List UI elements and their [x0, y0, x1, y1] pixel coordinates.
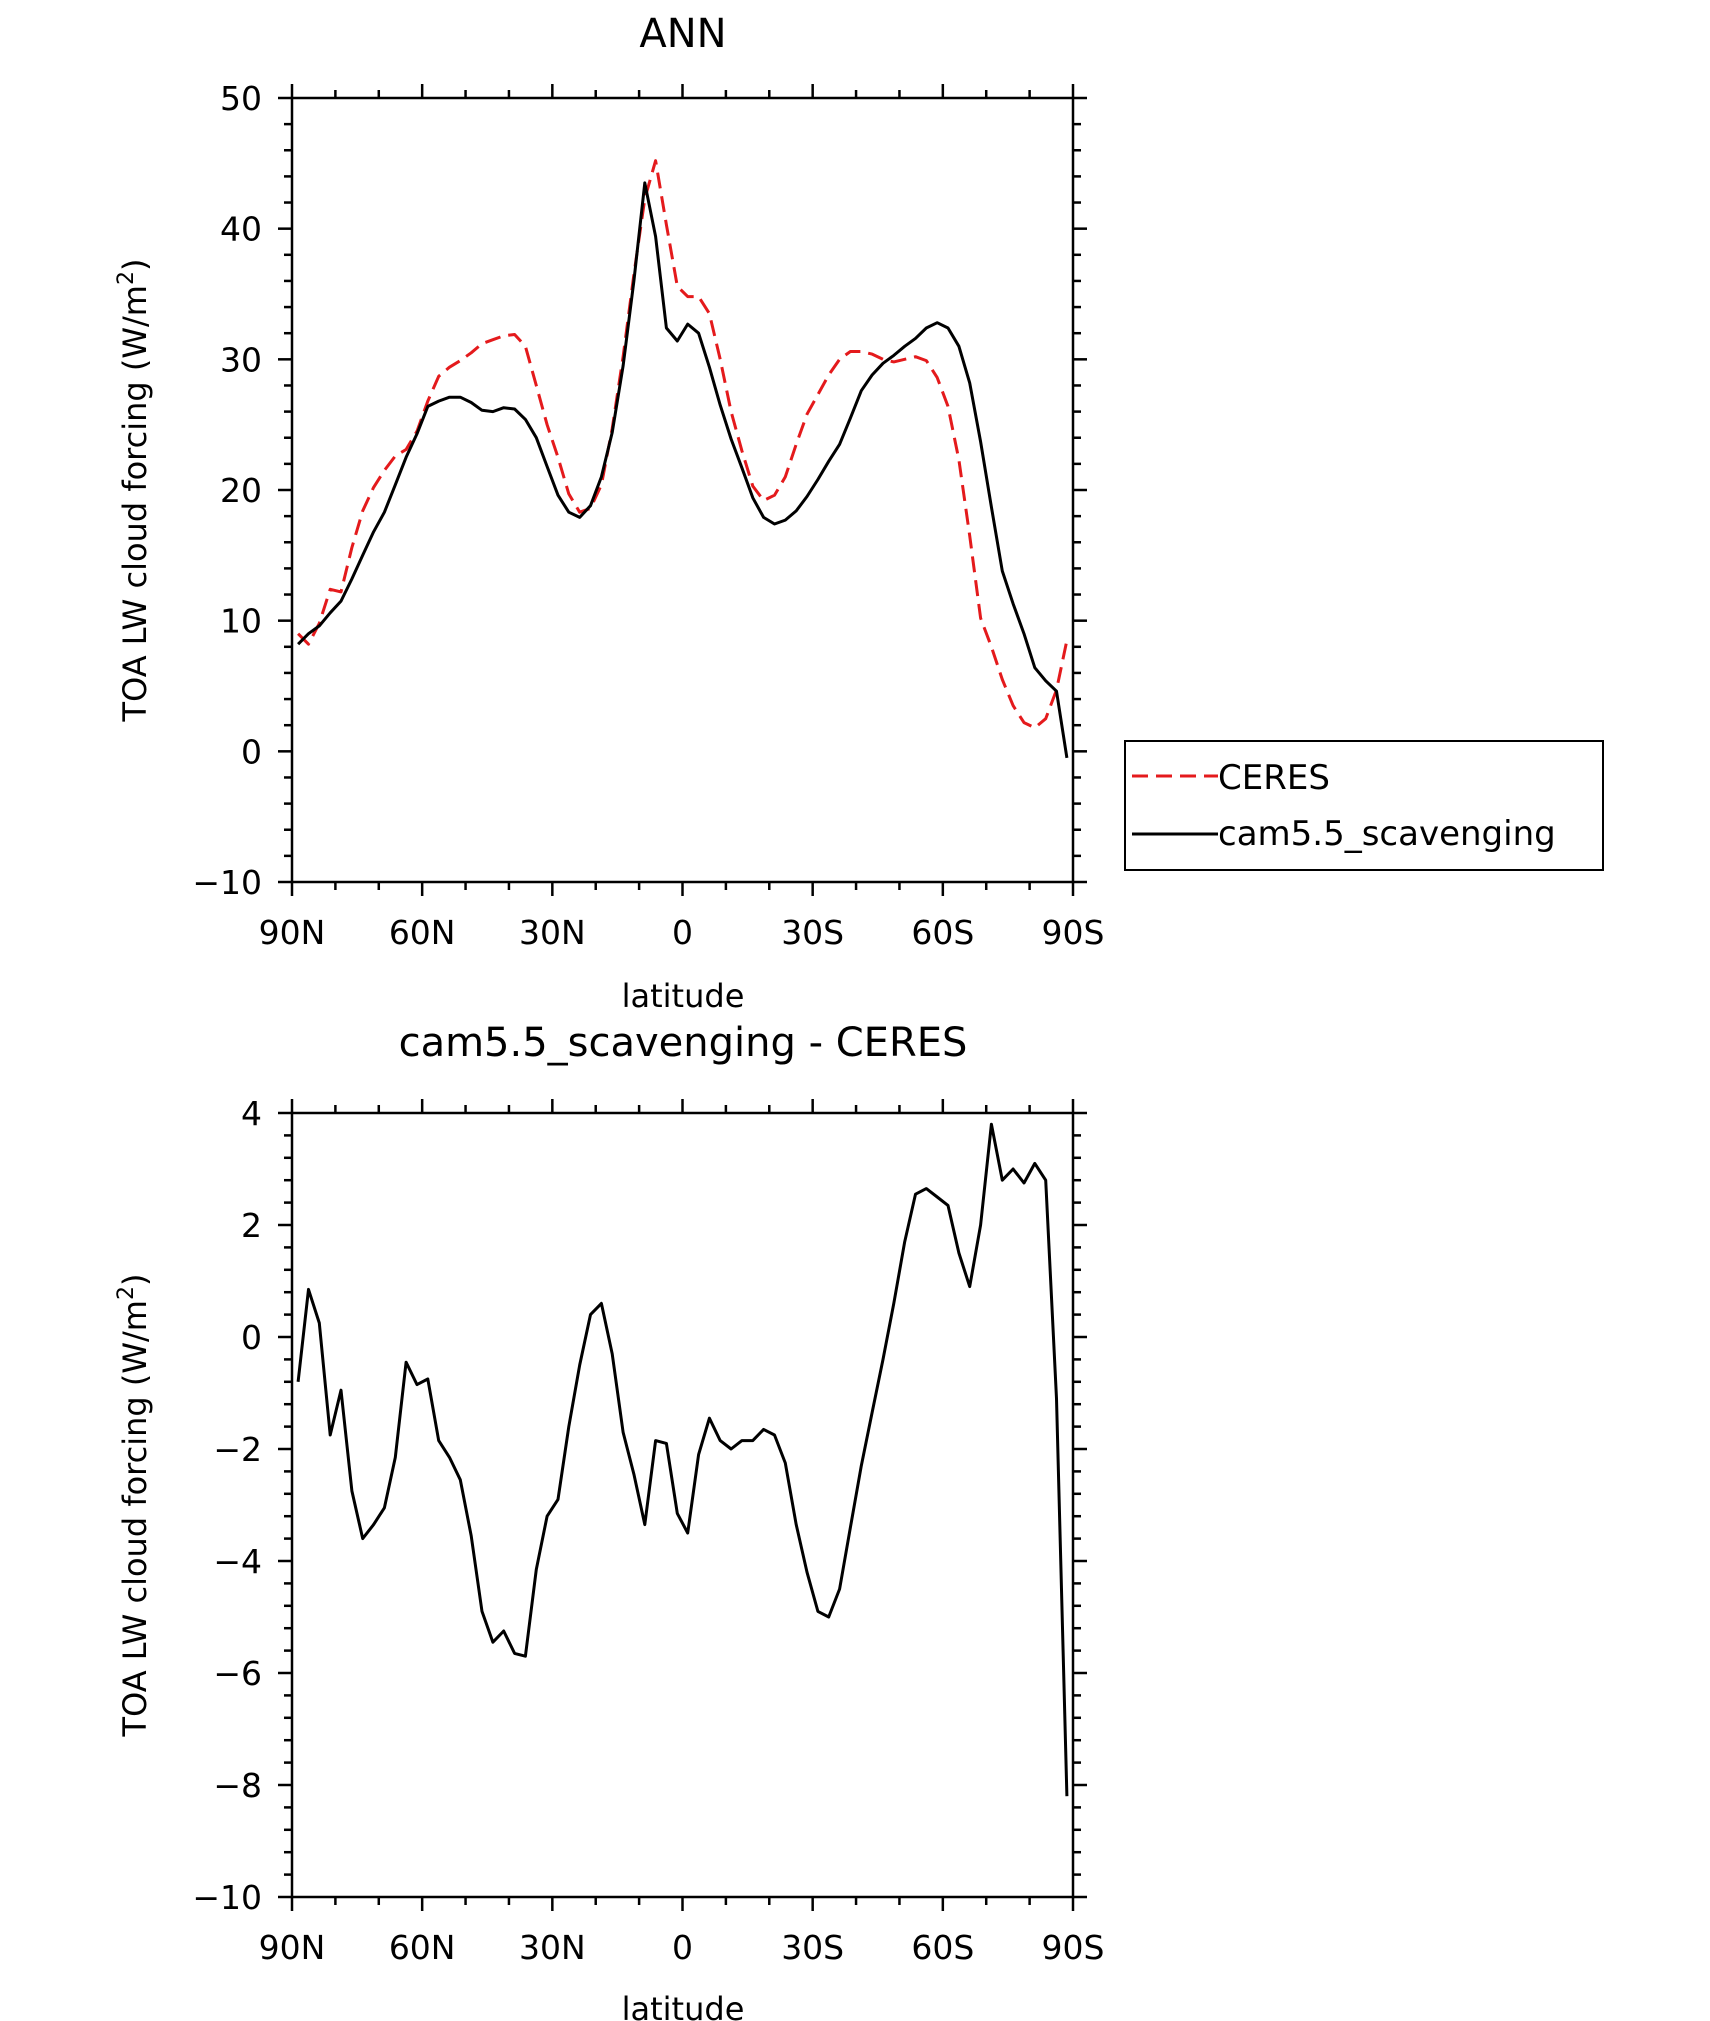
x-tick-label: 90N: [259, 1928, 326, 1967]
y-tick-label: 4: [241, 1094, 262, 1133]
y-axis-label-sup: 2: [114, 271, 139, 285]
chart-difference: cam5.5_scavenging - CERES 90N 60N 30N 0 30S 6…: [114, 1020, 1104, 2021]
x-tick-label: 60N: [389, 1928, 456, 1967]
x-tick-label: 90N: [259, 913, 326, 952]
x-tick-label: 90S: [1042, 1928, 1105, 1967]
legend-label-ceres: CERES: [1218, 758, 1330, 798]
x-tick-label: 30S: [781, 913, 844, 952]
series-lines: [297, 159, 1069, 759]
y-axis-label-sup: 2: [114, 1286, 139, 1300]
y-tick-label: 50: [220, 79, 262, 118]
plot-frame: [290, 96, 1075, 884]
x-tick-label: 0: [672, 913, 693, 952]
legend: CERES cam5.5_scavenging: [1124, 740, 1604, 871]
y-tick-label: 2: [241, 1206, 262, 1245]
x-tick-labels: 90N 60N 30N 0 30S 60S 90S: [259, 913, 1105, 952]
x-tick-label: 0: [672, 1928, 693, 1967]
y-axis-label-close: ): [116, 1274, 154, 1286]
y-axis-label: TOA LW cloud forcing (W/m2): [114, 1274, 154, 1738]
y-tick-label: −8: [213, 1766, 262, 1805]
x-axis-label: latitude: [622, 977, 745, 1015]
y-tick-label: 40: [220, 210, 262, 249]
axis-ticks: [278, 1099, 1087, 1911]
x-tick-label: 60S: [911, 913, 974, 952]
series-line-difference: [296, 1122, 1069, 1797]
y-axis-label-close: ): [116, 259, 154, 271]
y-axis-label-main: TOA LW cloud forcing (W/m: [116, 285, 154, 722]
x-tick-label: 30N: [519, 1928, 586, 1967]
chart-title: cam5.5_scavenging - CERES: [399, 1020, 968, 1066]
y-tick-label: 30: [220, 340, 262, 379]
chart-title: ANN: [639, 11, 726, 57]
y-tick-label: 0: [241, 1318, 262, 1357]
x-axis-label: latitude: [622, 1990, 745, 2021]
y-axis-label-main: TOA LW cloud forcing (W/m: [116, 1300, 154, 1737]
y-tick-label: 20: [220, 471, 262, 510]
series-line-ceres: [297, 159, 1069, 730]
y-tick-label: −10: [192, 1878, 262, 1917]
x-tick-label: 30N: [519, 913, 586, 952]
series-line-cam5-5-scavenging: [297, 181, 1069, 759]
x-tick-labels: 90N 60N 30N 0 30S 60S 90S: [259, 1928, 1105, 1967]
x-tick-label: 60S: [911, 1928, 974, 1967]
x-tick-label: 30S: [781, 1928, 844, 1967]
series-lines: [296, 1122, 1069, 1797]
x-tick-label: 60N: [389, 913, 456, 952]
y-tick-labels: −10 −8 −6 −4 −2 0 2 4: [192, 1094, 262, 1917]
y-tick-label: −6: [213, 1654, 262, 1693]
y-tick-label: 10: [220, 602, 262, 641]
chart-ann: ANN 90N 60N 30N 0 30S 60S 90S −10 0 10 20 30 40 50 l…: [114, 11, 1604, 1015]
y-axis-label: TOA LW cloud forcing (W/m2): [114, 259, 154, 723]
y-tick-label: −2: [213, 1430, 262, 1469]
y-tick-label: −10: [192, 863, 262, 902]
plot-frame: [290, 1111, 1075, 1899]
legend-box: [1124, 740, 1604, 871]
y-tick-label: −4: [213, 1542, 262, 1581]
x-tick-label: 90S: [1042, 913, 1105, 952]
y-tick-labels: −10 0 10 20 30 40 50: [192, 79, 262, 902]
y-tick-label: 0: [241, 732, 262, 771]
axis-ticks: [278, 84, 1087, 896]
legend-label-model: cam5.5_scavenging: [1218, 814, 1556, 854]
